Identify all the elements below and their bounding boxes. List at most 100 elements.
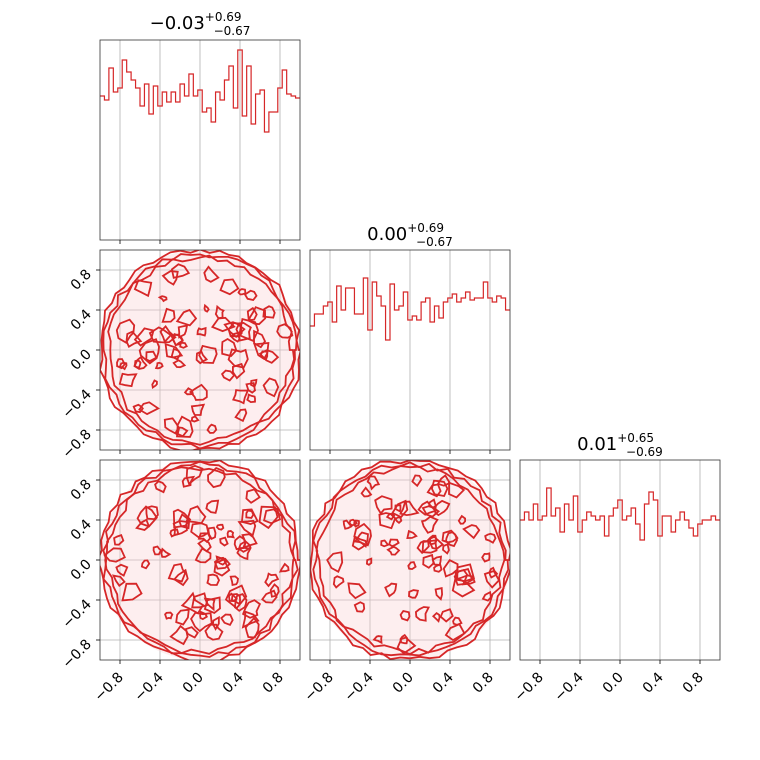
pair-1-3-contour-blob-28 (211, 615, 220, 631)
pair-1-2-contour-blob-67 (203, 265, 220, 283)
pair-2-3-xtick-label-3: 0.4 (430, 669, 457, 696)
pair-1-2-contour-blob-36 (235, 321, 252, 342)
pair-2-3-contour-blob-30 (462, 524, 481, 540)
pair-1-2-ytick-label-1: −0.4 (59, 386, 94, 421)
pair-1-2-panel: −0.8 −0.4 0.0 0.4 0.8 (59, 249, 301, 462)
pair-2-3-contour-ring-1 (312, 461, 510, 657)
pair-2-3-contour-blob-55 (442, 559, 459, 578)
pair-1-3-contour-blob-7 (135, 518, 150, 531)
pair-2-3-contour-blob-64 (431, 611, 441, 623)
pair-1-2-contour-blob-8 (246, 393, 256, 404)
pair-1-3-contour-blob-60 (278, 562, 290, 573)
pair-1-2-ytick-label-4: 0.8 (68, 267, 95, 294)
pair-1-3-contour-blob-19 (160, 547, 172, 558)
pair-1-3-contour-blob-23 (173, 568, 189, 587)
pair-2-3-content (310, 460, 510, 660)
pair-2-3-xtick-label-2: 0.0 (390, 670, 417, 697)
pair-1-3-contour-blob-11 (237, 519, 257, 537)
pair-1-2-contour-blob-66 (170, 263, 191, 279)
pair-1-3-contour-blob-29 (181, 475, 196, 488)
pair-1-2-contour-blob-37 (174, 426, 189, 438)
pair-1-3-contour-blob-49 (269, 583, 280, 598)
pair-2-3-contour-blob-66 (422, 553, 435, 569)
pair-1-2-contour-blob-25 (237, 288, 247, 296)
pair-2-3-contour-ring-0 (310, 460, 510, 660)
pair-2-3-density-fill (310, 460, 510, 660)
pair-2-3-contour-blob-23 (444, 623, 466, 642)
pair-2-3-contour-blob-35 (411, 474, 423, 488)
pair-2-3-contour-blob-5 (399, 609, 411, 622)
pair-1-2-contour-blob-53 (250, 378, 258, 388)
pair-1-2-contour-blob-69 (189, 383, 208, 401)
pair-1-3-contour-blob-58 (258, 505, 279, 530)
pair-1-2-contour-blob-13 (243, 289, 258, 301)
pair-2-3-contour-blob-48 (348, 518, 359, 527)
pair-1-3-contour-blob-62 (244, 616, 260, 639)
pair-2-3-contour-blob-26 (406, 529, 418, 540)
pair-1-2-contour-blob-54 (195, 350, 209, 365)
pair-1-2-contour-blob-63 (177, 324, 189, 339)
pair-1-2-ytick-label-0: −0.8 (59, 427, 94, 462)
pair-1-2-contour-blob-30 (245, 381, 256, 394)
pair-1-3-contour-blob-59 (152, 545, 163, 556)
pair-1-2-contour-blob-38 (220, 369, 236, 382)
hist-3-xtick-label-2: 0.0 (600, 670, 627, 697)
pair-1-3-contour-blob-34 (229, 575, 239, 586)
pair-1-3-content (100, 460, 300, 660)
pair-2-3-contour-blob-0 (420, 515, 439, 534)
pair-1-3-contour-blob-6 (206, 573, 220, 586)
hist-3-xtick-label-3: 0.4 (640, 669, 667, 696)
pair-2-3-contour-blob-4 (407, 561, 417, 571)
pair-1-3-contour-blob-25 (185, 464, 204, 486)
pair-1-2-contour-blob-26 (115, 318, 136, 344)
pair-2-3-contour-blob-33 (483, 569, 501, 589)
pair-1-3-contour-blob-43 (237, 540, 252, 553)
pair-1-3-contour-blob-38 (219, 536, 229, 547)
pair-1-2-contour-blob-60 (259, 350, 269, 361)
pair-1-2-contour-blob-42 (125, 330, 143, 348)
hist-3-xtick-label-1: −0.4 (551, 669, 586, 704)
pair-2-3-contour-blob-9 (332, 575, 345, 589)
pair-1-2-contour-blob-32 (159, 324, 177, 344)
pair-1-3-contour-blob-51 (245, 488, 261, 504)
pair-2-3-contour-blob-42 (380, 539, 390, 548)
pair-1-3-contour-blob-4 (264, 572, 280, 588)
pair-2-3-contour-blob-46 (378, 512, 397, 530)
pair-1-2-contour-blob-14 (248, 306, 267, 326)
pair-1-3-contour-blob-32 (245, 509, 255, 519)
pair-2-3-contour-blob-47 (439, 608, 454, 623)
pair-2-3-contour-blob-20 (353, 601, 366, 613)
pair-2-3-contour-blob-59 (394, 516, 403, 524)
pair-1-2-contour-blob-29 (190, 403, 206, 416)
pair-2-3-contour-blob-49 (374, 495, 393, 515)
pair-1-2-contour-blob-61 (214, 304, 225, 320)
pair-1-3-xtick-label-4: 0.8 (260, 670, 287, 697)
pair-1-2-contour-blob-47 (151, 379, 158, 390)
pair-1-2-content (100, 250, 300, 450)
pair-1-2-contour-blob-50 (172, 359, 187, 369)
pair-1-2-contour-blob-46 (246, 306, 258, 322)
pair-1-2-ytick-label-2: 0.0 (68, 347, 95, 374)
pair-1-3-ytick-label-3: 0.4 (68, 516, 95, 543)
pair-1-3-contour-blob-0 (241, 610, 260, 629)
pair-1-2-contour-blob-52 (232, 362, 246, 380)
pair-2-3-contour-blob-22 (445, 531, 459, 548)
pair-1-3-contour-blob-33 (261, 589, 278, 604)
pair-1-3-contour-blob-30 (164, 611, 174, 620)
pair-1-2-contour-blob-65 (161, 270, 179, 286)
pair-2-3-contour-blob-25 (414, 606, 430, 622)
pair-2-3-contour-blob-50 (484, 532, 497, 544)
pair-1-3-contour-blob-47 (169, 528, 180, 538)
pair-2-3-contour-blob-56 (481, 590, 492, 602)
pair-2-3-contour-blob-8 (347, 582, 367, 600)
pair-2-3-contour-blob-18 (434, 587, 444, 601)
pair-1-2-contour-blob-23 (133, 279, 153, 298)
pair-1-2-contour-blob-43 (118, 361, 128, 371)
pair-1-3-contour-blob-52 (185, 505, 207, 525)
pair-1-3-contour-blob-37 (121, 582, 143, 602)
pair-2-3-contour-blob-63 (456, 563, 475, 583)
pair-2-3-contour-blob-24 (385, 512, 396, 521)
pair-1-2-contour-blob-59 (258, 349, 280, 364)
pair-1-2-contour-blob-49 (133, 327, 155, 347)
